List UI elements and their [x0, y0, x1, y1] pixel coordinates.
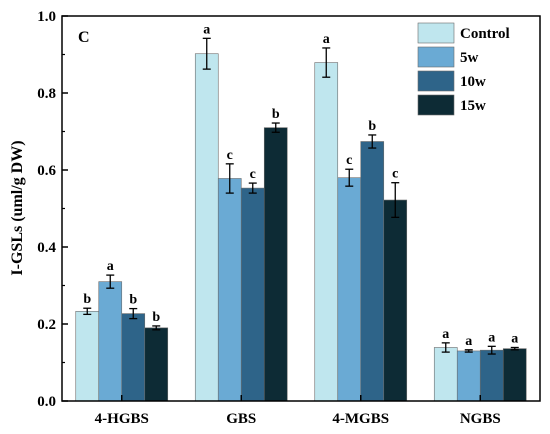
legend-swatch	[417, 94, 455, 116]
bar	[314, 62, 339, 402]
bar	[479, 349, 504, 402]
bar	[263, 127, 288, 402]
significance-letter: a	[465, 334, 472, 349]
bar	[502, 348, 527, 402]
significance-letter: a	[488, 330, 495, 345]
significance-letter: b	[83, 292, 91, 307]
significance-letter: b	[152, 310, 160, 325]
significance-letter: a	[511, 331, 518, 346]
y-tick-label: 0.8	[37, 86, 56, 102]
bar	[98, 281, 123, 402]
legend-label: 15w	[460, 98, 486, 114]
y-axis-ticks: 0.0 0.2 0.4 0.6 0.8 1.0	[37, 9, 68, 410]
significance-letter: b	[129, 293, 137, 308]
y-tick-label: 0.6	[37, 163, 56, 179]
significance-letter: a	[442, 327, 449, 342]
bar	[360, 141, 385, 402]
y-tick-label: 0.4	[37, 240, 56, 256]
bar	[337, 177, 362, 402]
y-tick-label: 0.0	[37, 394, 56, 410]
significance-letter: c	[250, 167, 256, 182]
significance-letter: c	[346, 153, 352, 168]
legend-label: 10w	[460, 74, 486, 90]
bars-layer	[75, 53, 527, 402]
x-tick-label: NGBS	[460, 411, 501, 427]
bar	[240, 187, 265, 402]
x-tick-label: GBS	[226, 411, 256, 427]
bar	[75, 310, 100, 402]
significance-letter: c	[392, 167, 398, 182]
panel-label: C	[78, 29, 90, 46]
y-tick-label: 0.2	[37, 317, 56, 333]
y-tick-label: 1.0	[37, 9, 56, 25]
significance-letter: b	[368, 119, 376, 134]
x-tick-label: 4-MGBS	[332, 411, 389, 427]
significance-letter: b	[272, 107, 280, 122]
legend: Control 5w 10w 15w	[417, 22, 510, 116]
significance-letter: a	[323, 32, 330, 47]
bar	[456, 350, 481, 402]
significance-letter: a	[203, 22, 210, 37]
bar	[217, 178, 242, 402]
x-tick-label: 4-HGBS	[95, 411, 149, 427]
legend-swatch	[417, 46, 455, 68]
legend-label: Control	[460, 26, 510, 42]
x-axis-ticks: 4-HGBS GBS 4-MGBS NGBS	[95, 395, 501, 427]
error-bars-layer	[83, 37, 519, 355]
legend-label: 5w	[460, 50, 479, 66]
legend-swatch	[417, 22, 455, 44]
bar	[433, 347, 458, 402]
legend-swatch	[417, 70, 455, 92]
y-axis-label: I-GSLs (uml/g DW)	[9, 140, 26, 275]
bar	[194, 53, 219, 402]
bar	[144, 327, 169, 402]
bar	[383, 199, 408, 402]
significance-letter: a	[107, 259, 114, 274]
significance-letter: c	[227, 148, 233, 163]
bar	[121, 313, 146, 402]
